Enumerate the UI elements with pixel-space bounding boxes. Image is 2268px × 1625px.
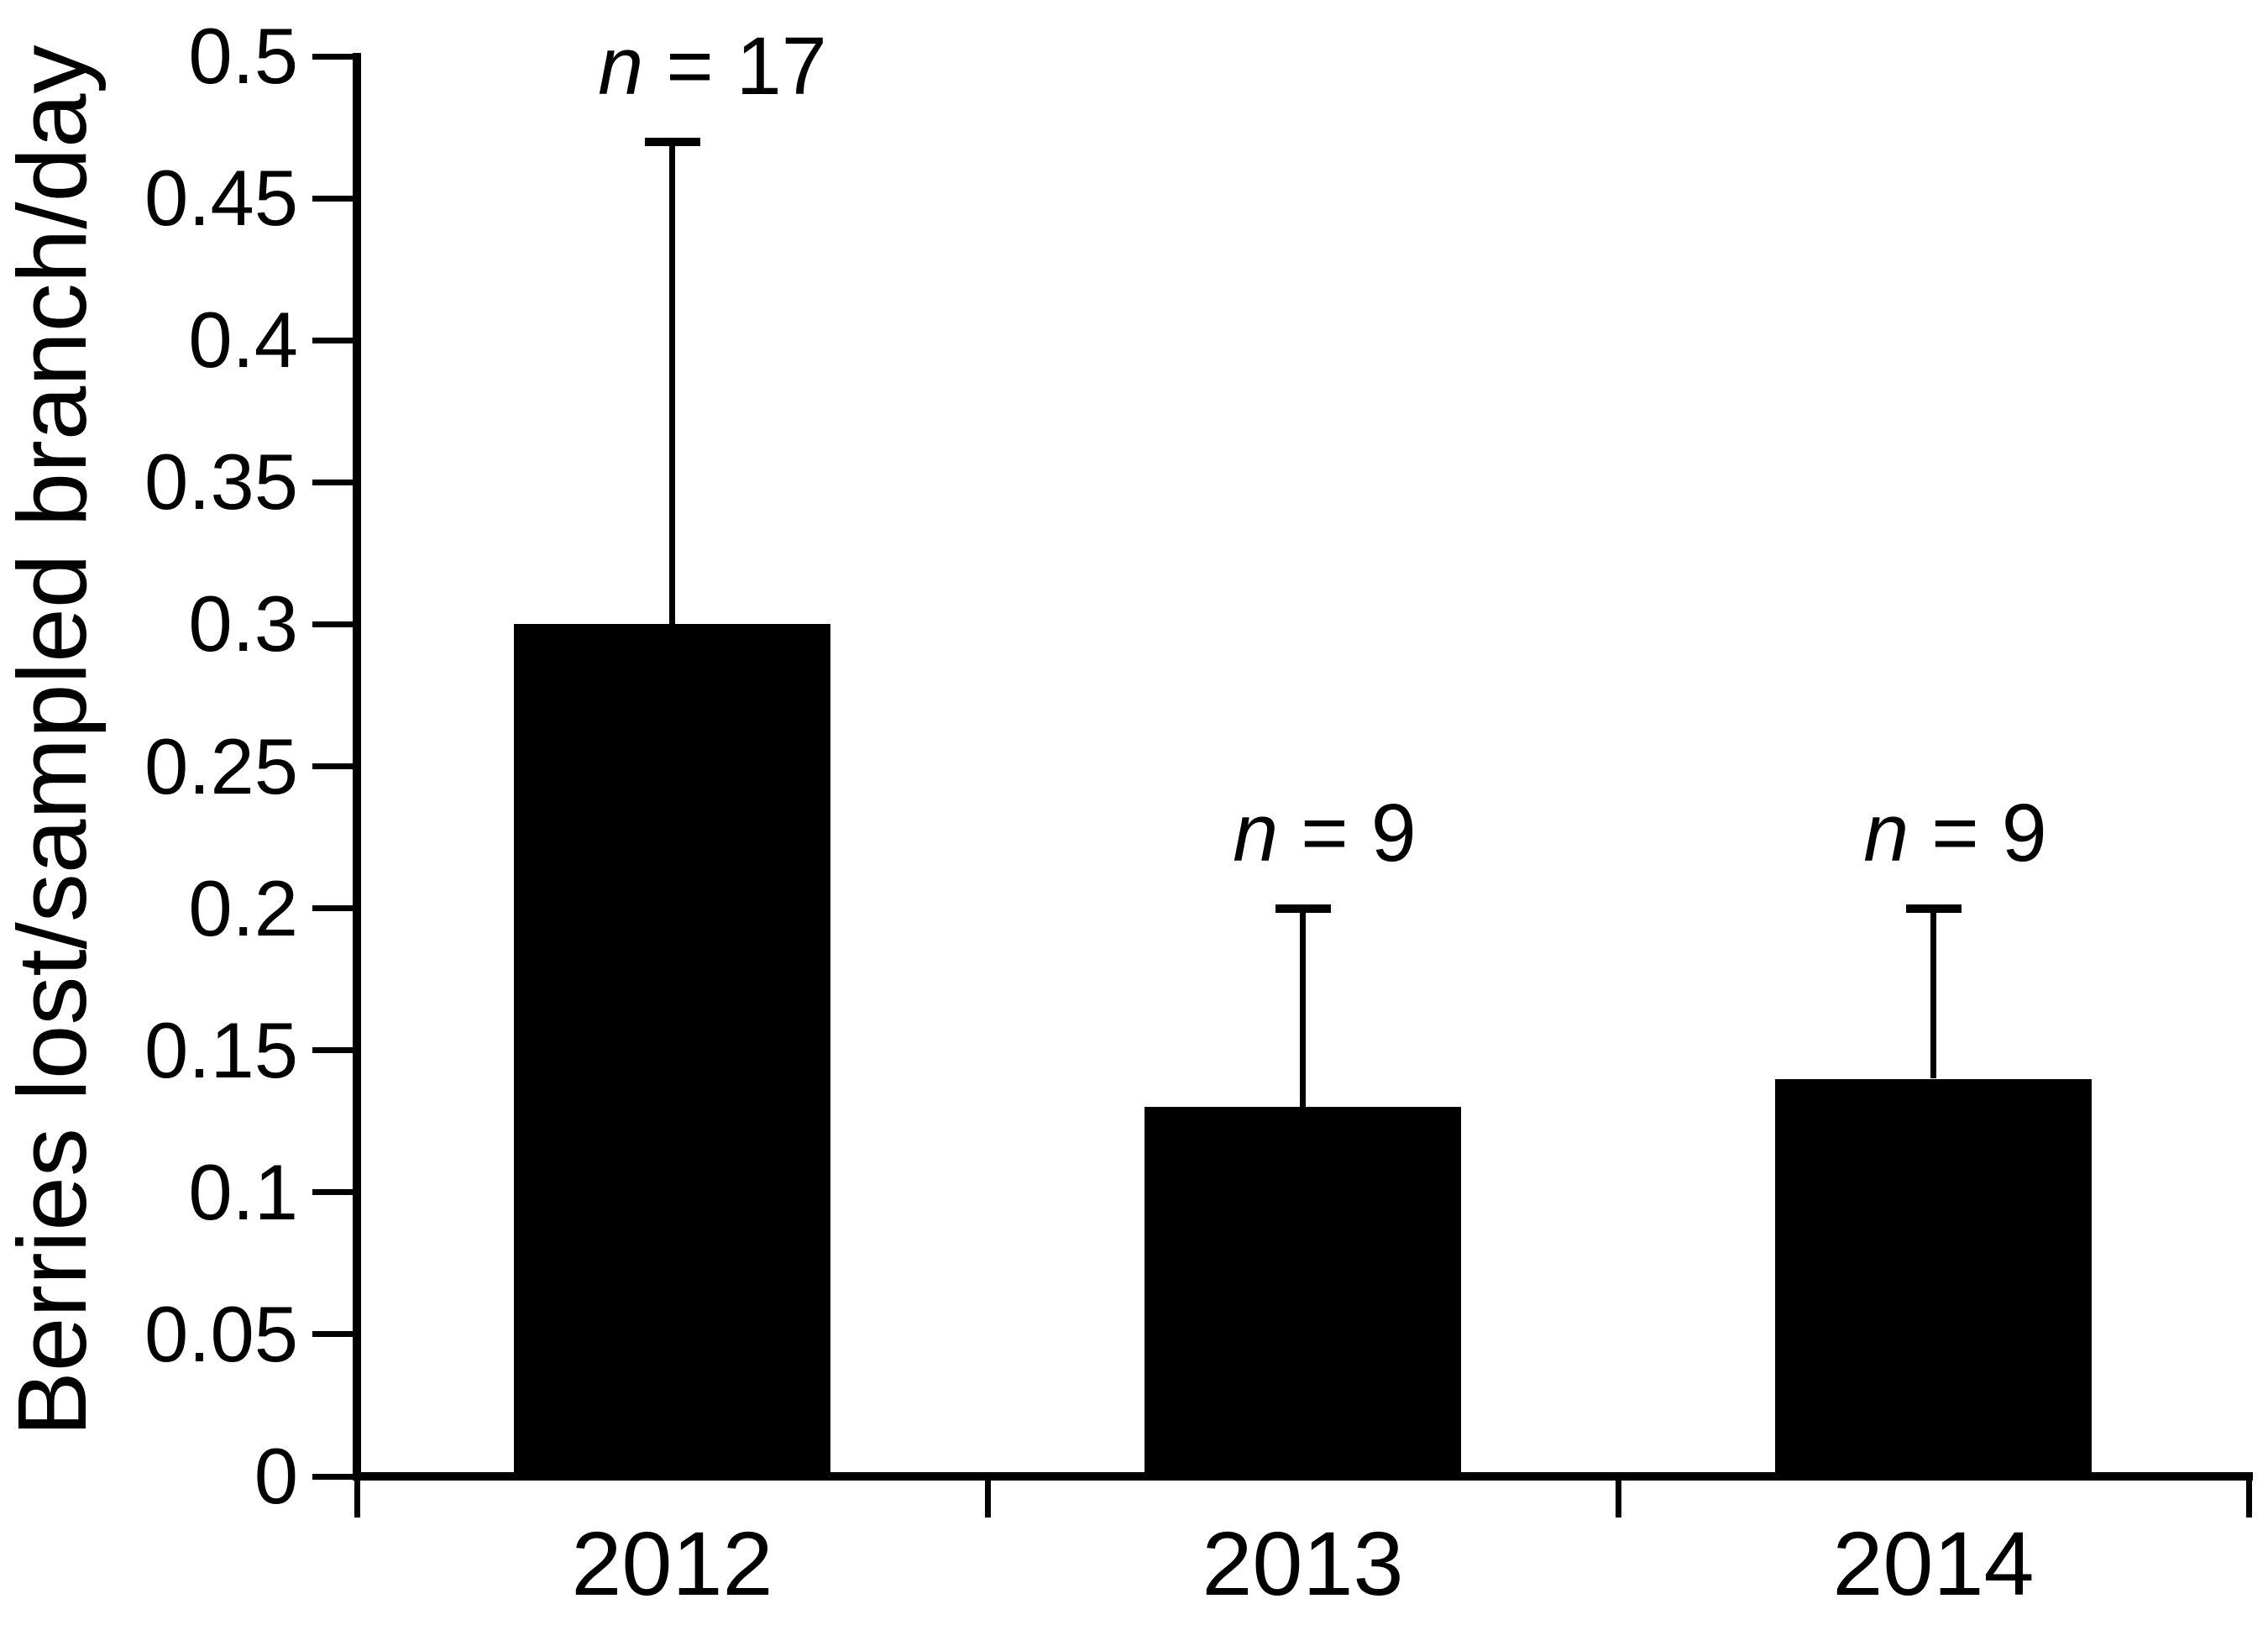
bar-2012 [513,624,831,1476]
x-axis-line [353,1472,2253,1481]
error-bar-cap-2013 [1275,904,1331,913]
y-tick-label: 0.4 [188,296,298,385]
y-tick-mark [312,195,357,202]
sample-size-label-2013: n = 9 [1233,786,1417,878]
y-tick-mark [312,1189,357,1196]
y-tick-mark [312,1047,357,1054]
y-tick-mark [312,763,357,769]
sample-size-label-2014: n = 9 [1863,786,2047,878]
x-tick-mark [354,1476,360,1518]
y-tick-label: 0.5 [188,12,298,100]
error-bar-2012 [669,141,675,625]
error-bar-cap-2012 [644,137,700,146]
x-tick-mark [2245,1476,2252,1518]
bar-2013 [1144,1107,1462,1476]
y-tick-mark [312,337,357,343]
y-tick-label: 0.45 [144,154,298,243]
x-category-label-2012: 2012 [571,1512,773,1614]
x-tick-mark [1615,1476,1621,1518]
y-tick-mark [312,1473,357,1480]
bar-2014 [1774,1078,2093,1476]
y-tick-label: 0.15 [144,1005,298,1094]
y-tick-mark [312,1331,357,1338]
x-category-label-2014: 2014 [1832,1512,2035,1614]
error-bar-2013 [1300,908,1306,1108]
y-tick-label: 0.25 [144,721,298,810]
y-tick-mark [312,479,357,485]
y-tick-label: 0.35 [144,438,298,527]
y-tick-label: 0.1 [188,1147,298,1236]
y-tick-label: 0.3 [188,579,298,668]
y-tick-mark [312,905,357,912]
y-tick-mark [312,53,357,60]
y-tick-label: 0 [254,1432,298,1520]
error-bar-cap-2014 [1905,904,1962,913]
sample-size-label-2012: n = 17 [598,19,827,112]
x-tick-mark [984,1476,991,1518]
error-bar-2014 [1930,908,1936,1079]
y-tick-mark [312,621,357,627]
y-axis-line [353,53,361,1481]
x-category-label-2013: 2013 [1202,1512,1404,1614]
y-tick-label: 0.05 [144,1289,298,1378]
y-tick-label: 0.2 [188,863,298,952]
